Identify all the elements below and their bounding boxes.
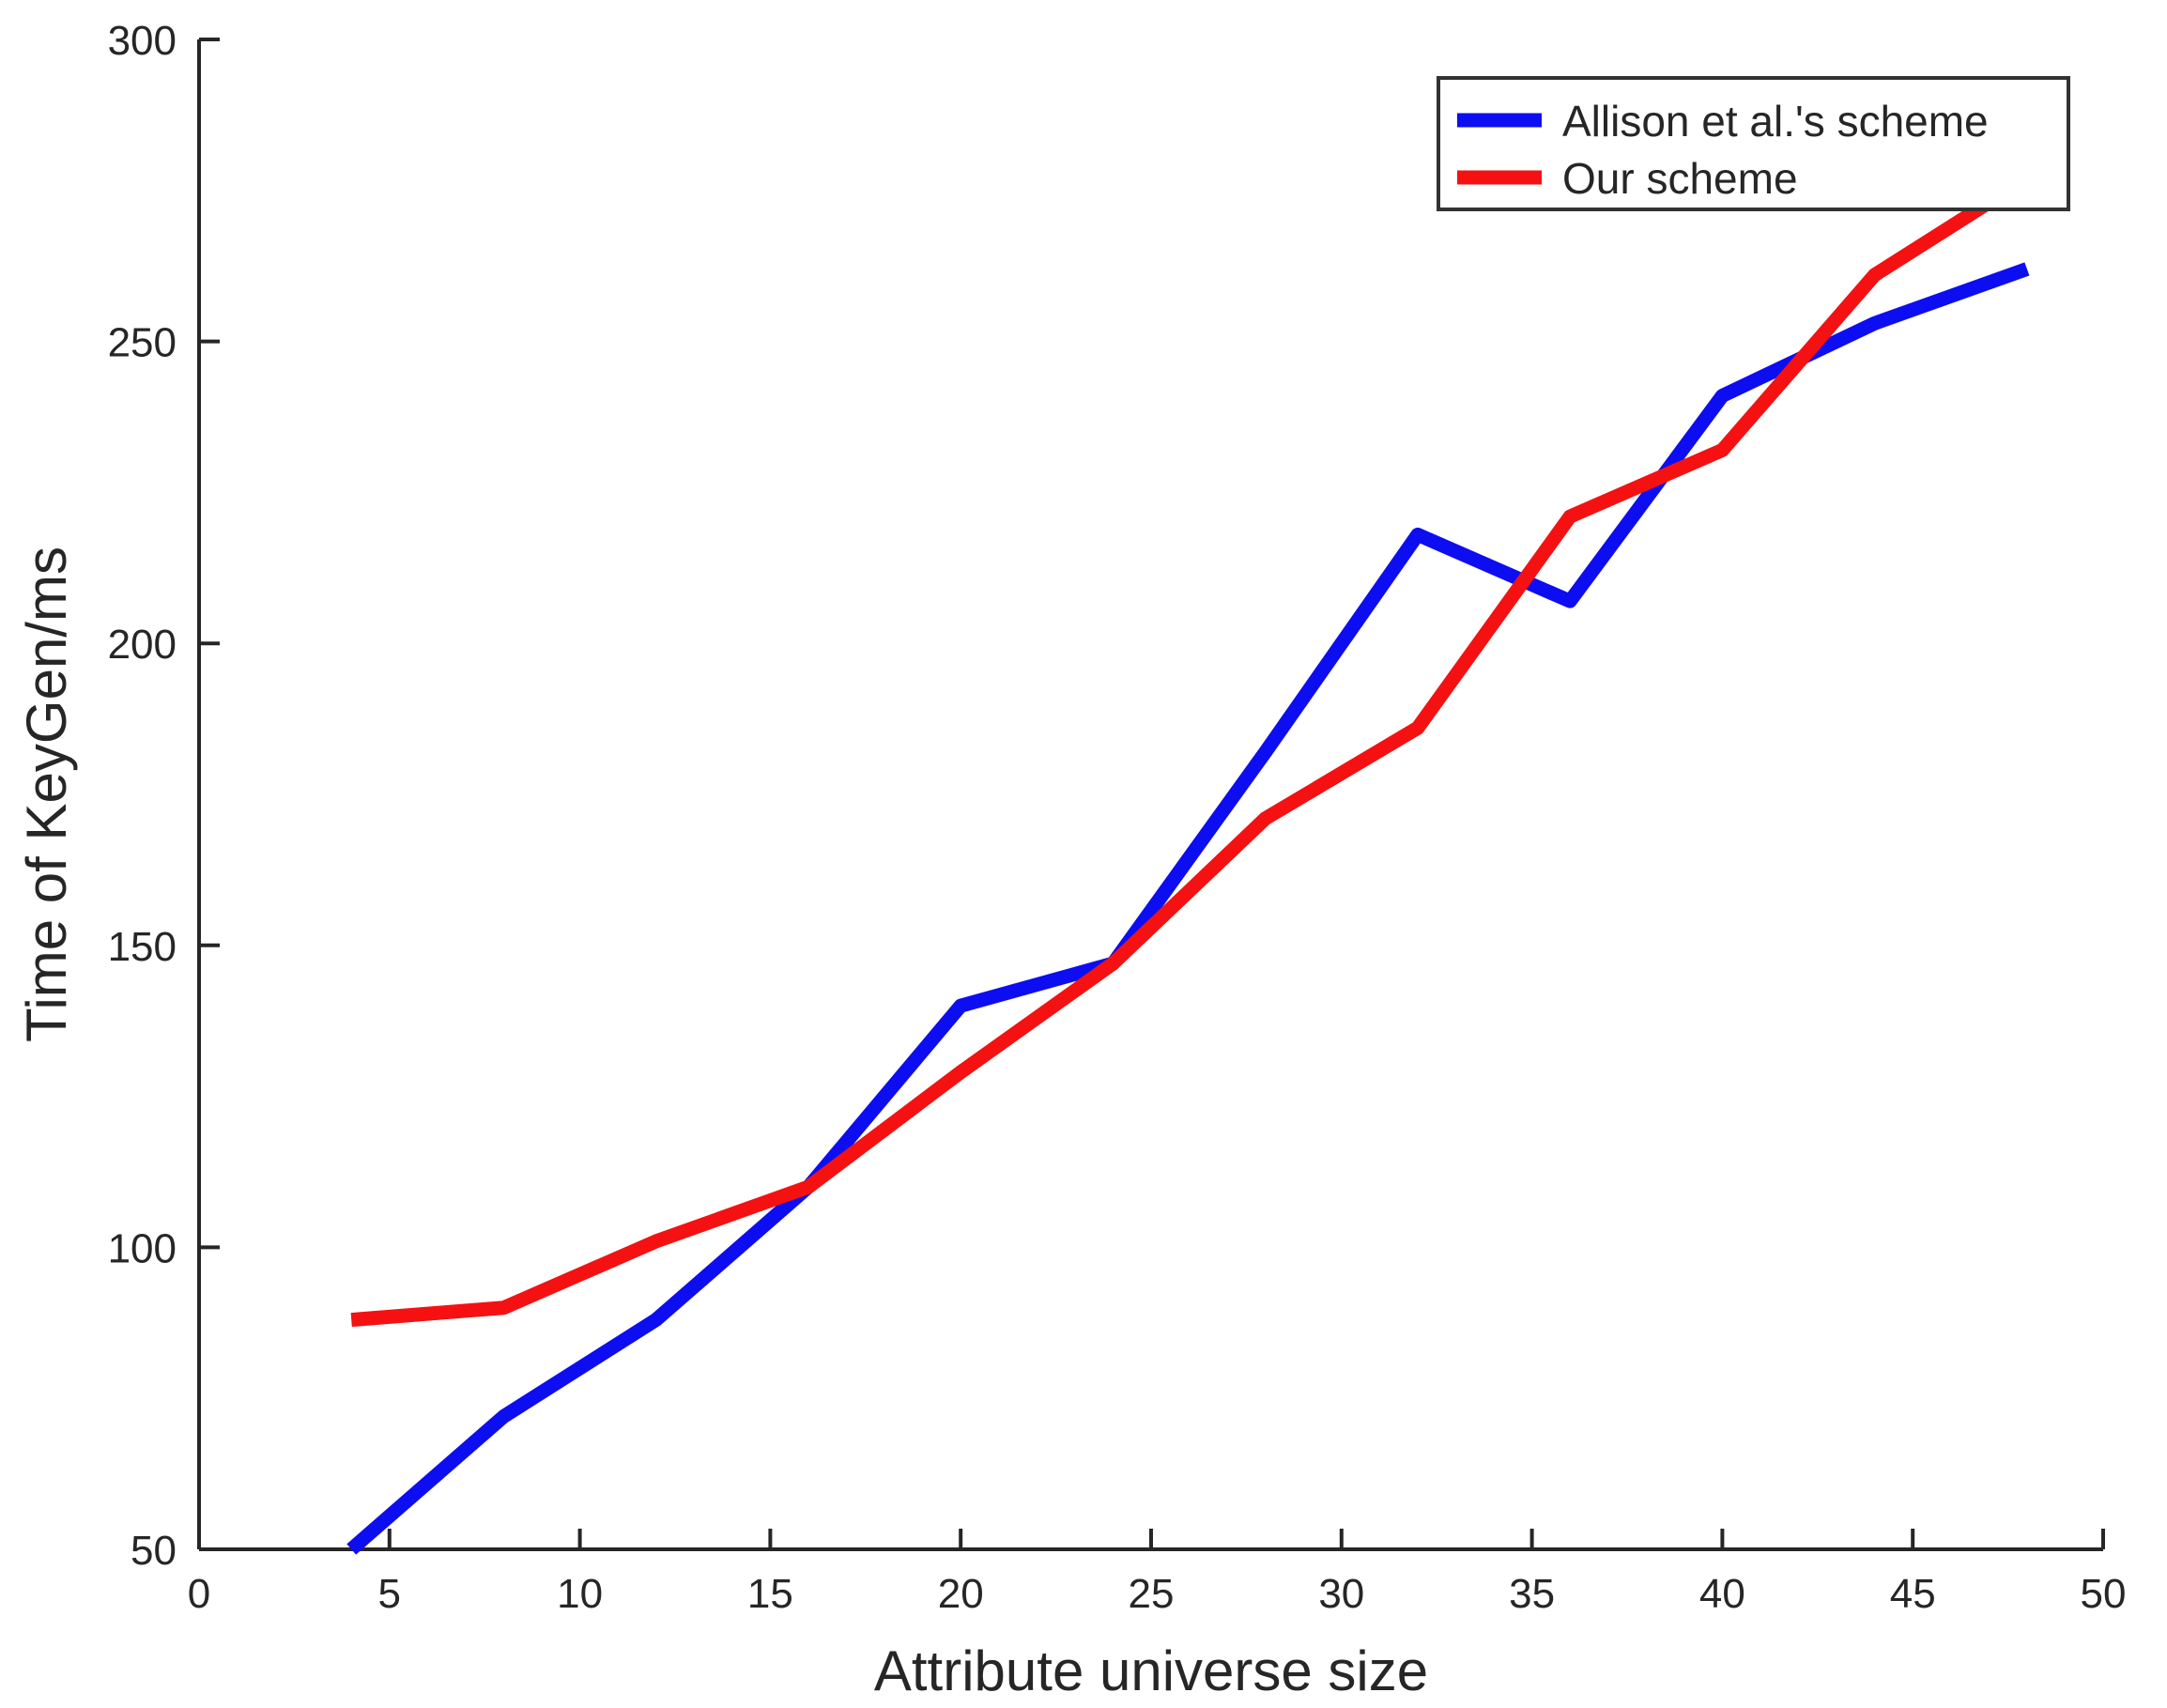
axes: 0 5 10 15 20 25 30 35 40 45 50 50 100 150 200 250 300 (108, 18, 2127, 1617)
x-tick-label: 50 (2081, 1571, 2127, 1617)
x-tick-label: 15 (747, 1571, 793, 1617)
series-line-0 (346, 262, 2030, 1555)
y-tick-label: 300 (108, 18, 177, 64)
y-axis-title: Time of KeyGen/ms (15, 546, 78, 1042)
legend-box (1437, 76, 2070, 211)
legend-label-ours: Our scheme (1562, 154, 1798, 203)
y-tick-label: 100 (108, 1225, 177, 1271)
y-tick-label: 200 (108, 622, 177, 668)
x-tick-label: 30 (1318, 1571, 1364, 1617)
x-tick-label: 0 (188, 1571, 210, 1617)
x-tick-label: 45 (1890, 1571, 1936, 1617)
data-series-lines (346, 172, 2031, 1555)
x-tick-label: 25 (1129, 1571, 1175, 1617)
x-axis-title: Attribute universe size (874, 1639, 1428, 1702)
y-tick-label: 50 (131, 1528, 177, 1574)
legend-label-allison: Allison et al.'s scheme (1562, 97, 1989, 146)
y-tick-label: 250 (108, 320, 177, 366)
x-tick-label: 35 (1509, 1571, 1555, 1617)
series-line-1 (350, 172, 2031, 1328)
x-tick-label: 20 (938, 1571, 984, 1617)
legend: Allison et al.'s scheme Our scheme (1437, 76, 2070, 211)
x-tick-label: 5 (378, 1571, 401, 1617)
x-tick-label: 40 (1699, 1571, 1745, 1617)
y-tick-label: 150 (108, 924, 177, 970)
x-tick-label: 10 (557, 1571, 603, 1617)
